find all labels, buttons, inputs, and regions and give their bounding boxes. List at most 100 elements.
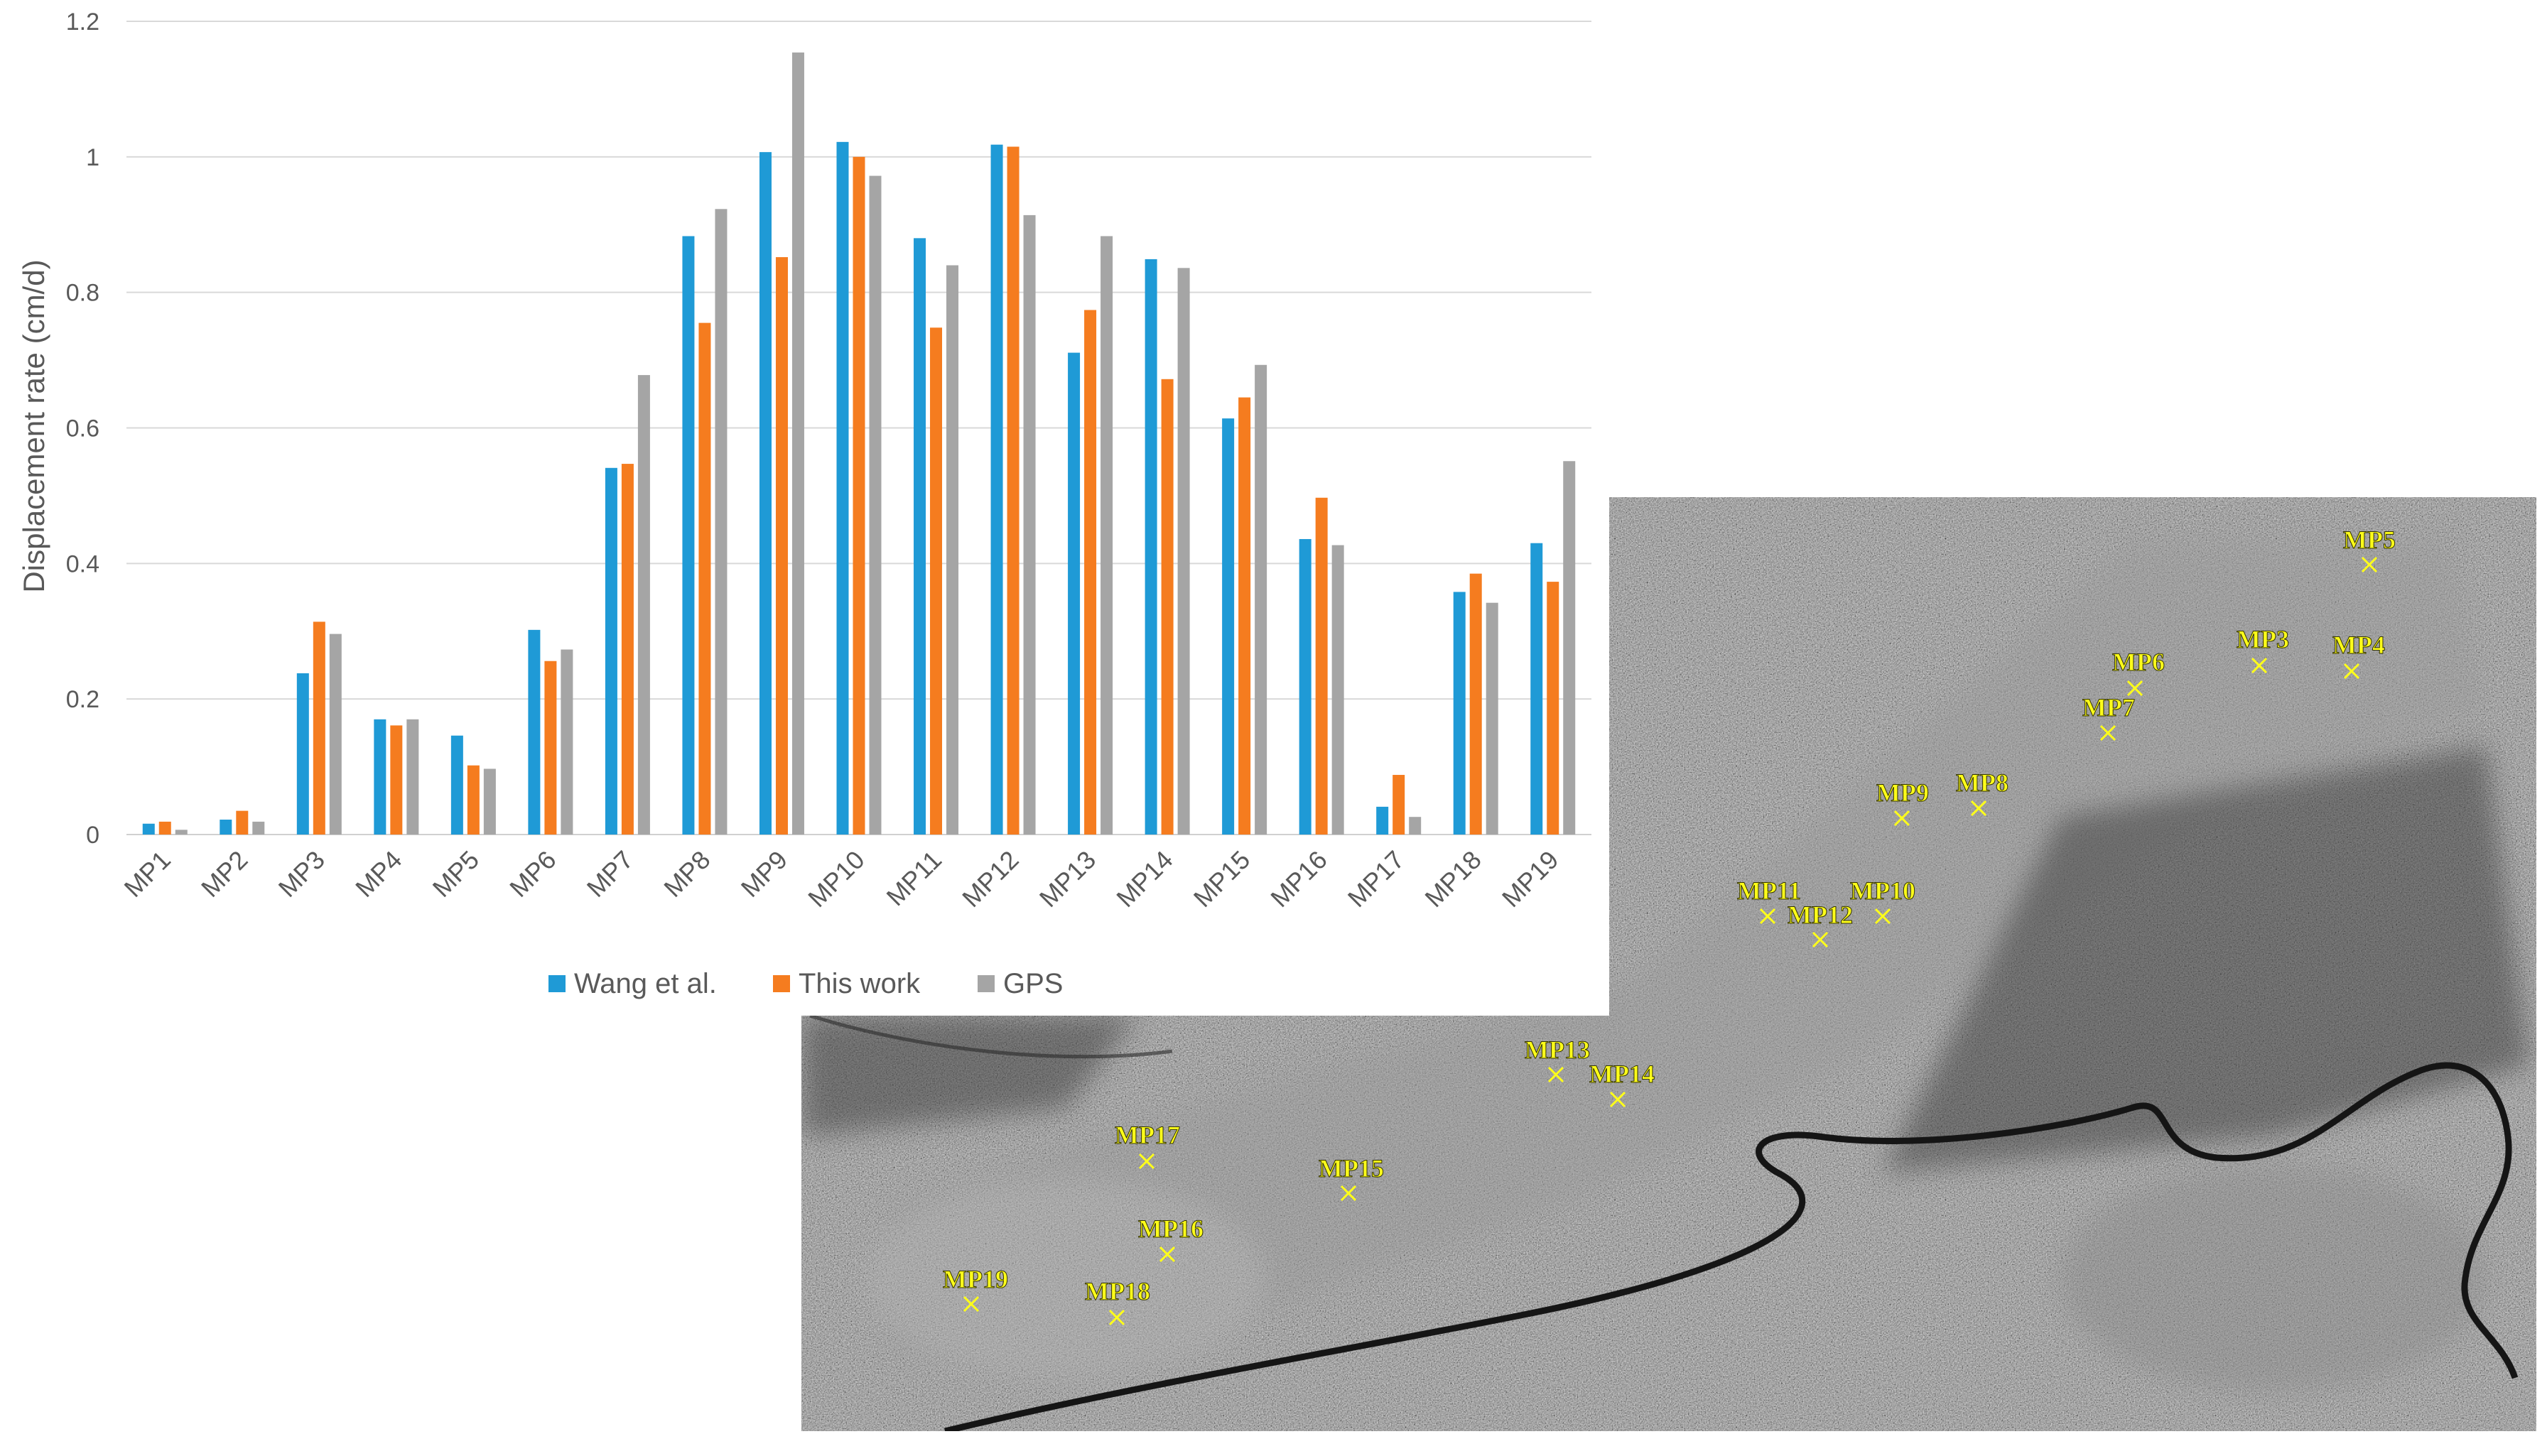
marker-label: MP13 [1525,1036,1590,1064]
marker-mp14: MP14 [1589,1060,1655,1108]
bar-mp9-s1 [759,152,772,835]
x-tick-label: MP18 [1419,845,1486,913]
bar-mp13-s2 [1084,310,1097,835]
legend-label: This work [799,968,921,999]
marker-label: MP7 [2082,693,2135,722]
bar-mp16-s2 [1315,497,1328,835]
marker-label: MP18 [1085,1277,1150,1305]
bar-mp17-s1 [1376,806,1389,835]
marker-label: MP4 [2332,631,2385,659]
chart-legend: Wang et al. This work GPS [548,968,1063,999]
legend-label: Wang et al. [574,968,717,999]
marker-label: MP6 [2112,648,2165,676]
marker-mp6: MP6 [2112,648,2165,697]
marker-label: MP5 [2343,526,2396,554]
bar-mp19-s1 [1530,543,1543,835]
x-tick-label: MP1 [119,845,176,903]
x-tick-label: MP15 [1188,845,1255,913]
marker-mp11: MP11 [1737,876,1801,925]
x-tick-label: MP19 [1496,845,1564,913]
bar-mp4-s2 [390,725,403,835]
y-tick-label: 0.8 [66,280,99,307]
bar-mp2-s3 [252,821,265,835]
x-tick-label: MP9 [735,845,793,903]
x-tick-label: MP16 [1265,845,1332,913]
marker-label: MP16 [1138,1215,1204,1243]
bar-mp14-s1 [1145,259,1157,835]
y-tick-label: 1.2 [66,9,99,36]
legend-swatch [773,975,790,992]
bar-mp11-s2 [930,327,943,835]
x-axis-labels: MP1 MP2 MP3 MP4 MP5 MP6 MP7 MP8 MP9 MP10 MP11 MP12 M… [119,845,1564,913]
bar-mp2-s1 [220,820,232,835]
x-tick-label: MP3 [273,845,330,903]
bar-mp8-s3 [715,209,728,835]
x-tick-label: MP10 [802,845,870,913]
bar-mp10-s2 [853,156,865,835]
bar-mp13-s3 [1101,236,1113,835]
x-tick-label: MP12 [956,845,1024,913]
marker-mp15: MP15 [1319,1154,1384,1202]
bar-mp18-s1 [1453,592,1466,835]
bar-mp7-s1 [605,467,617,835]
y-axis-label: Displacement rate (cm/d) [17,259,50,592]
y-tick-label: 0 [86,822,99,849]
marker-label: MP11 [1737,876,1801,905]
x-tick-label: MP14 [1110,845,1178,913]
bar-mp18-s2 [1469,573,1482,835]
bar-mp18-s3 [1486,602,1498,835]
bar-mp16-s1 [1299,538,1312,835]
marker-label: MP14 [1589,1060,1655,1088]
marker-label: MP9 [1876,778,1929,807]
bar-mp12-s2 [1007,146,1020,835]
y-tick-label: 0.6 [66,415,99,442]
bar-mp12-s1 [990,144,1003,835]
marker-mp16: MP16 [1138,1215,1204,1263]
marker-mp4: MP4 [2332,631,2385,680]
bar-mp5-s2 [467,765,480,835]
legend-swatch [548,975,566,992]
bar-mp7-s2 [621,464,634,835]
bar-mp8-s1 [682,236,695,835]
x-tick-label: MP2 [195,845,253,903]
bar-mp4-s1 [374,719,386,835]
bar-mp19-s3 [1563,461,1576,835]
marker-mp10: MP10 [1850,876,1915,925]
bar-mp3-s1 [296,673,309,835]
marker-label: MP17 [1115,1121,1180,1149]
bar-mp11-s3 [946,265,959,835]
x-tick-label: MP5 [427,845,485,903]
x-tick-label: MP11 [881,845,948,912]
bar-mp6-s3 [561,649,573,835]
legend-swatch [978,975,995,992]
x-tick-label: MP7 [581,845,639,903]
bar-mp6-s1 [528,629,541,835]
marker-mp5: MP5 [2343,526,2396,573]
bar-mp4-s3 [406,719,419,835]
marker-label: MP19 [943,1265,1008,1293]
bar-mp9-s3 [791,52,804,835]
bar-mp8-s2 [698,322,711,835]
marker-mp7: MP7 [2082,693,2135,741]
bar-mp17-s3 [1409,817,1422,835]
bar-mp16-s3 [1331,545,1344,835]
marker-label: MP12 [1788,901,1853,929]
marker-mp12: MP12 [1788,901,1853,948]
bar-mp9-s2 [775,257,788,835]
bar-mp12-s3 [1023,214,1036,835]
marker-mp19: MP19 [943,1265,1008,1313]
bar-mp17-s2 [1393,775,1405,835]
x-tick-label: MP17 [1342,845,1410,913]
bar-mp15-s3 [1255,364,1267,835]
bar-mp10-s1 [836,141,849,835]
legend-label: GPS [1003,968,1063,999]
marker-label: MP10 [1850,876,1915,905]
bar-mp3-s3 [329,634,342,835]
marker-mp3: MP3 [2237,625,2289,674]
bar-mp1-s1 [142,823,155,835]
marker-mp9: MP9 [1876,778,1929,827]
bar-mp3-s2 [313,621,325,835]
bar-mp7-s3 [637,375,650,835]
bar-mp10-s3 [869,175,882,835]
bar-mp15-s2 [1238,397,1251,835]
